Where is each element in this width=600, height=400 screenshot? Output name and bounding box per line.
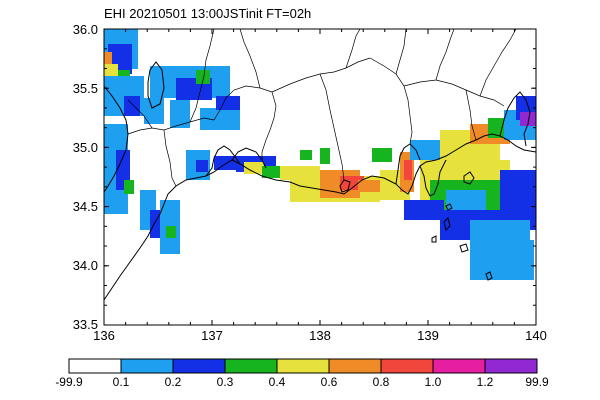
island-toshima (445, 203, 453, 211)
ehi-cell (104, 64, 118, 76)
x-tick-label: 139 (417, 328, 439, 343)
island-kozushima (431, 235, 437, 243)
ehi-cell (320, 148, 330, 164)
izu-peninsula (419, 159, 447, 197)
ehi-cell (150, 210, 162, 238)
ehi-cell (300, 150, 312, 160)
map-content (104, 29, 536, 301)
colorbar-label: 99.9 (525, 375, 549, 389)
x-tick-label: 138 (309, 328, 331, 343)
colorbar-swatch (276, 358, 330, 374)
colorbar-swatch (68, 358, 122, 374)
ehi-cell (124, 96, 140, 116)
y-tick-label: 35.5 (72, 81, 98, 96)
ehi-cell (358, 180, 380, 192)
lake-biwa (147, 61, 165, 109)
y-tick-label: 34.0 (72, 258, 98, 273)
ehi-cell (510, 240, 534, 280)
colorbar-label: 0.6 (320, 375, 338, 389)
coastline (104, 133, 536, 301)
ehi-cell (170, 100, 190, 128)
tokyo-bay-coast (499, 91, 531, 147)
prefecture-borders (127, 29, 517, 187)
colorbar-label: 0.1 (112, 375, 130, 389)
ehi-cell (244, 162, 264, 174)
colorbar-label: 0.8 (372, 375, 390, 389)
colorbar-swatch (328, 358, 382, 374)
colorbar-label: 1.2 (476, 375, 494, 389)
colorbar-label: 0.3 (216, 375, 234, 389)
ehi-cell (446, 190, 486, 210)
y-tick-label: 34.5 (72, 199, 98, 214)
y-tick-label: 36.0 (72, 22, 98, 37)
ehi-cells (104, 29, 536, 280)
ehi-cell (262, 166, 282, 178)
ehi-cell (404, 160, 412, 180)
ehi-cell (124, 180, 134, 194)
x-tick-label: 136 (93, 328, 115, 343)
ehi-cell (520, 112, 536, 126)
colorbar-label: -99.9 (55, 375, 83, 389)
island-oshima (463, 171, 475, 185)
ehi-cell (196, 160, 208, 172)
x-tick-label: 137 (201, 328, 223, 343)
y-tick-label: 33.5 (72, 317, 98, 332)
lake-hamana (339, 179, 351, 193)
ehi-cell (104, 52, 112, 66)
colorbar-swatch (224, 358, 278, 374)
mikawa-bay-coast (231, 147, 267, 169)
colorbar-label: 1.0 (424, 375, 442, 389)
colorbar (68, 358, 538, 374)
colorbar-swatch (120, 358, 174, 374)
axis-ticks (103, 28, 537, 326)
y-tick-label: 35.0 (72, 140, 98, 155)
ehi-cell (372, 148, 392, 162)
island-hachijojima (485, 271, 493, 281)
x-tick-label: 140 (525, 328, 547, 343)
colorbar-swatch (484, 358, 538, 374)
ehi-cell (404, 200, 444, 220)
map-title: EHI 20210501 13:00JSTinit FT=02h (104, 6, 312, 21)
suruga-bay-coast (395, 143, 421, 185)
osaka-bay-coast (104, 85, 129, 193)
colorbar-swatch (432, 358, 486, 374)
colorbar-swatch (380, 358, 434, 374)
colorbar-swatch (172, 358, 226, 374)
ehi-cell (196, 70, 210, 84)
ehi-cell (216, 96, 240, 110)
ehi-cell (166, 226, 176, 238)
island-miyakejima (459, 243, 469, 253)
ehi-cell (200, 108, 240, 130)
colorbar-label: 0.4 (268, 375, 286, 389)
colorbar-label: 0.2 (164, 375, 182, 389)
ehi-cell (214, 156, 236, 170)
island-niijima (443, 217, 451, 231)
